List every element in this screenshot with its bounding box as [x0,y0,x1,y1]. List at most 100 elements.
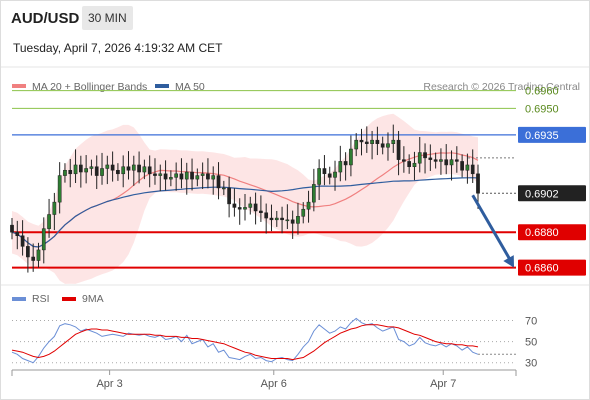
candle-body [454,159,459,162]
candle-body [476,173,480,194]
candle-body [211,175,216,180]
candle-body [375,139,380,144]
candle-body [274,217,279,221]
candle-body [216,175,221,189]
legend-ma50-label: MA 50 [175,81,205,93]
candle-body [158,173,163,176]
candle-body [349,148,353,166]
candle-body [63,170,67,176]
candle-body [131,164,136,171]
candle-body [121,166,126,175]
ma50-line [11,177,479,248]
candle-body [470,164,475,175]
rsi-ma-line [11,324,479,361]
candle-body [200,173,205,176]
legend-rsi-label: RSI [32,293,50,305]
last-price-tag [518,185,586,202]
candle-body [301,208,306,217]
candle-body [137,164,141,173]
candle-body [52,201,57,215]
symbol-title: AUD/USD [11,10,80,27]
candle-body [444,159,449,166]
candle-body [190,171,194,180]
candle-body [89,166,94,169]
x-tick-label-apr-7: Apr 7 [430,378,456,390]
support-tag-0-6860 [518,259,586,276]
candle-body [370,139,374,144]
candle-body [269,217,274,221]
candle-body [84,168,88,173]
candle-body [206,173,210,180]
candle-body [338,161,343,173]
candle-body [280,217,284,221]
candle-body [285,219,290,222]
target-label-0-6960: 0.6960 [525,86,559,98]
resistance-tag-0-6935 [518,126,586,143]
candle-body [359,139,364,143]
candle-body [169,177,173,180]
candle-body [364,141,369,144]
candle-body [428,157,433,160]
candle-body [433,159,438,162]
candle-body [221,187,226,190]
candle-body [110,164,115,171]
candle-body [26,246,30,258]
rsi-tick-70: 70 [525,316,537,328]
candle-body [386,143,390,148]
candle-body [327,173,332,178]
candle-body [116,170,120,175]
chart-datetime: Tuesday, April 7, 2026 4:19:32 AM CET [13,41,223,55]
legend-rsi-swatch [12,297,26,301]
candle-body [47,214,51,229]
timeframe-badge[interactable]: 30 MIN [82,6,133,30]
forecast-arrow-shaft [471,194,512,261]
target-label-0-6950: 0.6950 [525,103,559,115]
candle-body [232,203,237,208]
candle-body [296,216,300,224]
candle-body [126,166,131,171]
rsi-line [11,317,479,364]
candle-body [78,164,83,173]
candle-body [396,139,401,160]
candle-body [380,143,385,148]
candle-body [105,164,110,169]
candle-body [179,173,184,180]
candle-body [184,171,189,180]
candle-body [402,159,406,162]
candle-body [259,210,263,213]
candle-body [354,139,359,150]
candle-body [142,166,147,173]
candle-body [36,249,41,261]
candle-body [253,203,258,212]
x-tick-label-apr-3: Apr 3 [96,378,122,390]
x-tick-label-apr-6: Apr 6 [261,378,287,390]
candle-body [322,168,327,175]
candle-body [407,161,412,167]
forecast-arrow-head [503,255,514,268]
candle-body [31,256,36,261]
resistance-label-0-6935: 0.6935 [525,130,559,142]
candle-body [153,173,157,176]
legend-ma20-swatch [12,84,26,88]
candle-body [460,161,464,171]
candle-body [195,175,200,180]
candle-body [243,207,247,210]
legend-9ma-label: 9MA [82,293,104,305]
candle-body [94,166,99,176]
rsi-tick-30: 30 [525,358,537,370]
candle-body [10,224,14,233]
candle-body [147,166,152,175]
candle-body [417,152,422,164]
support-label-0-6880: 0.6880 [525,227,559,239]
copyright-text: Research © 2026 Trading Central [423,81,580,93]
candle-body [163,173,168,180]
candle-body [227,187,231,205]
candle-body [15,231,20,237]
candle-body [333,171,337,178]
candle-body [465,164,470,171]
candle-body [174,173,179,178]
support-label-0-6860: 0.6860 [525,263,559,275]
candle-body [311,184,316,203]
candle-body [449,159,454,166]
